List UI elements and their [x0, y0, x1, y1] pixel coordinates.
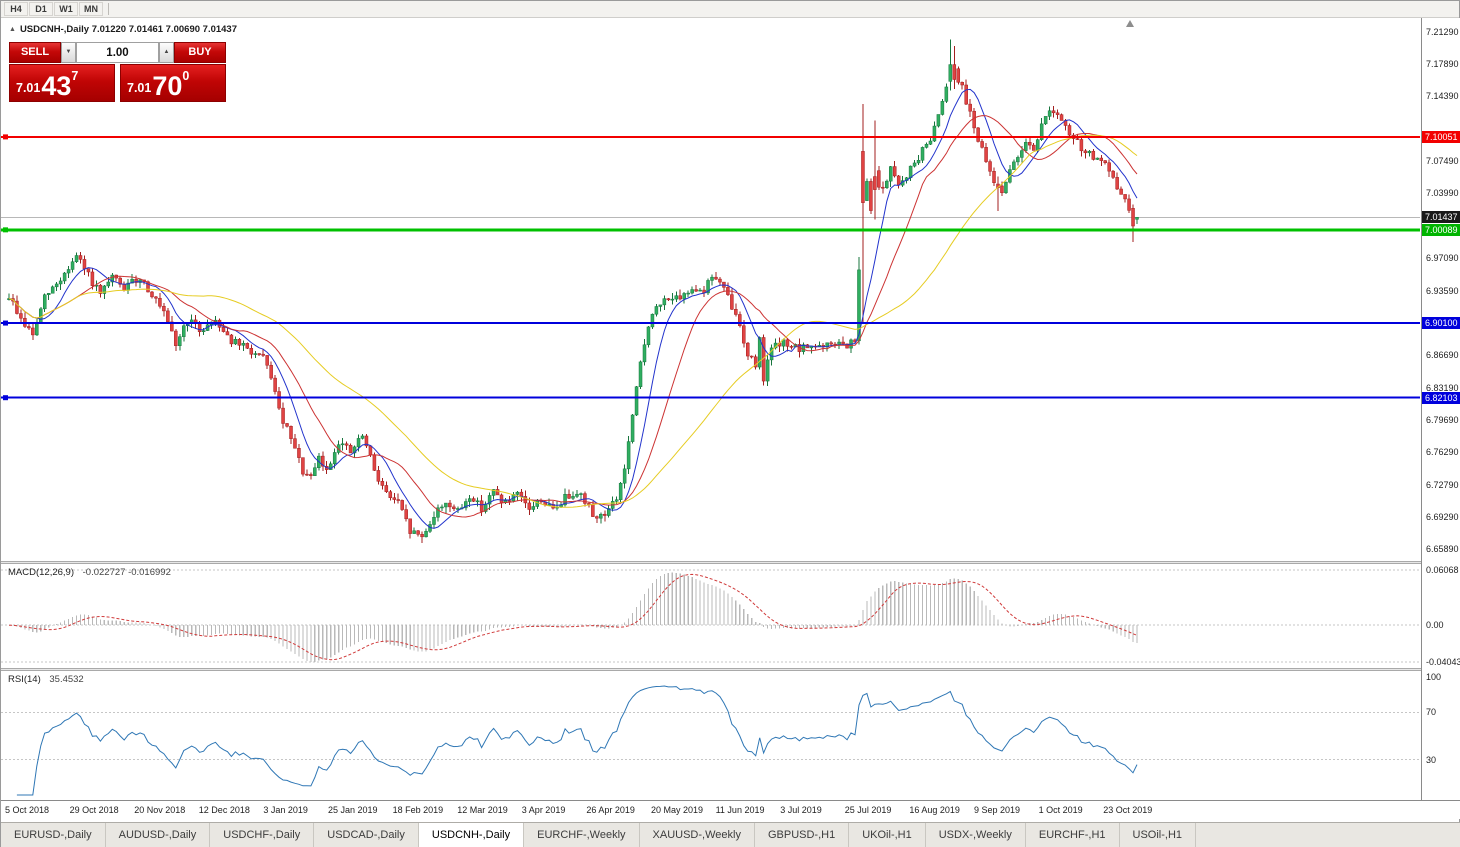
chart-tab[interactable]: GBPUSD-,H1: [755, 823, 850, 847]
chart-tab[interactable]: USDCAD-,Daily: [314, 823, 419, 847]
volume-input[interactable]: [76, 42, 159, 63]
price-scale-tick: 7.03990: [1426, 188, 1459, 199]
indicator-scale-tick: -0.04043: [1426, 657, 1460, 667]
ask-price-point: 0: [182, 69, 190, 83]
sell-button[interactable]: SELL: [9, 42, 61, 63]
chart-ohlc-header: ▲ USDCNH-,Daily 7.01220 7.01461 7.00690 …: [9, 24, 237, 35]
rsi-indicator-label: RSI(14) 35.4532: [8, 674, 84, 685]
price-scale-tick: 6.65890: [1426, 544, 1459, 554]
date-axis-label: 16 Aug 2019: [909, 805, 960, 815]
price-scale-badge: 7.10051: [1422, 130, 1460, 143]
date-axis-label: 3 Jan 2019: [263, 805, 308, 815]
date-axis-label: 1 Oct 2019: [1038, 805, 1083, 815]
date-axis-label: 25 Jan 2019: [328, 805, 378, 815]
price-scale-badge: 7.00089: [1422, 223, 1460, 236]
rsi-name: RSI(14): [8, 674, 41, 685]
price-scale-tick: 6.83190: [1426, 382, 1459, 393]
price-scale-tick: 6.93590: [1426, 285, 1459, 296]
chart-tab[interactable]: USDX-,Weekly: [926, 823, 1026, 847]
macd-indicator-label: MACD(12,26,9) -0.022727 -0.016992: [8, 567, 171, 578]
price-scale-tick: 6.72790: [1426, 479, 1459, 490]
price-scale-tick: 6.79690: [1426, 415, 1459, 426]
indicator-scale-tick: 100: [1426, 672, 1442, 682]
date-axis-label: 18 Feb 2019: [392, 805, 444, 815]
price-scale-tick: 7.14390: [1426, 91, 1459, 102]
indicator-scale-tick: 0.00: [1426, 620, 1444, 631]
date-axis-label: 26 Apr 2019: [586, 805, 635, 815]
date-axis-label: 3 Jul 2019: [780, 805, 822, 815]
date-axis-label: 12 Mar 2019: [457, 805, 508, 815]
toolbar-separator: [108, 3, 109, 15]
volume-decrease-button[interactable]: ▼: [61, 42, 76, 63]
timeframe-button-d1[interactable]: D1: [29, 2, 53, 16]
date-axis-label: 11 Jun 2019: [715, 805, 765, 815]
price-scale-tick: 7.07490: [1426, 155, 1459, 166]
date-axis-label: 25 Jul 2019: [844, 805, 892, 815]
price-scale-badge: 6.82103: [1422, 391, 1460, 404]
date-axis-label: 20 Nov 2018: [134, 805, 186, 815]
one-click-trading-panel: SELL ▼ ▲ BUY 7.01 43 7 7.01 70 0: [9, 42, 226, 102]
timeframe-button-w1[interactable]: W1: [54, 2, 78, 16]
timeframe-button-h4[interactable]: H4: [4, 2, 28, 16]
date-axis-label: 20 May 2019: [651, 805, 704, 815]
panel-divider[interactable]: [1, 668, 1460, 671]
chart-shift-marker-icon[interactable]: [1126, 20, 1134, 27]
chart-ohlc-text: USDCNH-,Daily 7.01220 7.01461 7.00690 7.…: [19, 24, 238, 35]
price-scale-tick: 6.97090: [1426, 252, 1459, 263]
date-axis-label: 3 Apr 2019: [521, 805, 566, 815]
price-scale-tick: 7.21290: [1426, 27, 1459, 37]
chart-tab[interactable]: UKOil-,H1: [849, 823, 926, 847]
price-scale-tick: 6.69290: [1426, 512, 1459, 523]
panel-divider[interactable]: [1, 561, 1460, 564]
macd-values: -0.022727 -0.016992: [82, 567, 171, 578]
indicator-scale-tick: 30: [1426, 754, 1437, 765]
volume-increase-button[interactable]: ▲: [159, 42, 174, 63]
bid-price-pips: 43: [41, 71, 72, 102]
chart-tab-bar: EURUSD-,Daily AUDUSD-,Daily USDCHF-,Daily U…: [1, 822, 1460, 847]
bid-price-prefix: 7.01: [16, 81, 41, 95]
candlestick-chart[interactable]: [1, 18, 1420, 800]
timeframe-toolbar: H4 D1 W1 MN: [1, 1, 1459, 18]
ask-price-pips: 70: [152, 71, 183, 102]
date-axis-label: 9 Sep 2019: [974, 805, 1021, 815]
chart-tab[interactable]: AUDUSD-,Daily: [106, 823, 211, 847]
buy-button[interactable]: BUY: [174, 42, 226, 63]
price-scale-tick: 7.17890: [1426, 58, 1459, 69]
chart-tab[interactable]: EURCHF-,Weekly: [524, 823, 640, 847]
chart-area[interactable]: ▲ USDCNH-,Daily 7.01220 7.01461 7.00690 …: [1, 18, 1420, 800]
date-axis[interactable]: 5 Oct 2018 29 Oct 2018 20 Nov 2018 12 Dec 2…: [1, 800, 1460, 819]
price-scale-badge: 7.01437: [1422, 211, 1460, 224]
symbol-marker-icon: ▲: [9, 26, 16, 33]
ask-price-display[interactable]: 7.01 70 0: [120, 64, 226, 102]
price-scale-tick: 6.76290: [1426, 446, 1459, 457]
date-axis-label: 12 Dec 2018: [198, 805, 250, 815]
date-axis-label: 29 Oct 2018: [69, 805, 119, 815]
chart-tab[interactable]: EURUSD-,Daily: [1, 823, 106, 847]
chart-tab[interactable]: USOil-,H1: [1120, 823, 1197, 847]
timeframe-button-mn[interactable]: MN: [79, 2, 103, 16]
bid-price-point: 7: [71, 69, 79, 83]
ask-price-prefix: 7.01: [127, 81, 152, 95]
chart-tab[interactable]: USDCNH-,Daily: [418, 823, 525, 847]
indicator-scale-tick: 70: [1426, 707, 1437, 718]
indicator-scale-tick: 0.06068: [1426, 565, 1459, 575]
rsi-value: 35.4532: [49, 674, 84, 685]
price-scale-tick: 6.86690: [1426, 349, 1459, 360]
date-axis-label: 23 Oct 2019: [1103, 805, 1153, 815]
chart-tab[interactable]: EURCHF-,H1: [1026, 823, 1120, 847]
bid-price-display[interactable]: 7.01 43 7: [9, 64, 115, 102]
macd-name: MACD(12,26,9): [8, 567, 74, 578]
price-scale-badge: 6.90100: [1422, 317, 1460, 330]
date-axis-label: 5 Oct 2018: [5, 805, 50, 815]
price-scale[interactable]: 7.21290 7.17890 7.14390 7.07490 7.03990 6.970…: [1421, 18, 1460, 800]
chart-tab[interactable]: XAUUSD-,Weekly: [640, 823, 755, 847]
chart-tab[interactable]: USDCHF-,Daily: [210, 823, 315, 847]
